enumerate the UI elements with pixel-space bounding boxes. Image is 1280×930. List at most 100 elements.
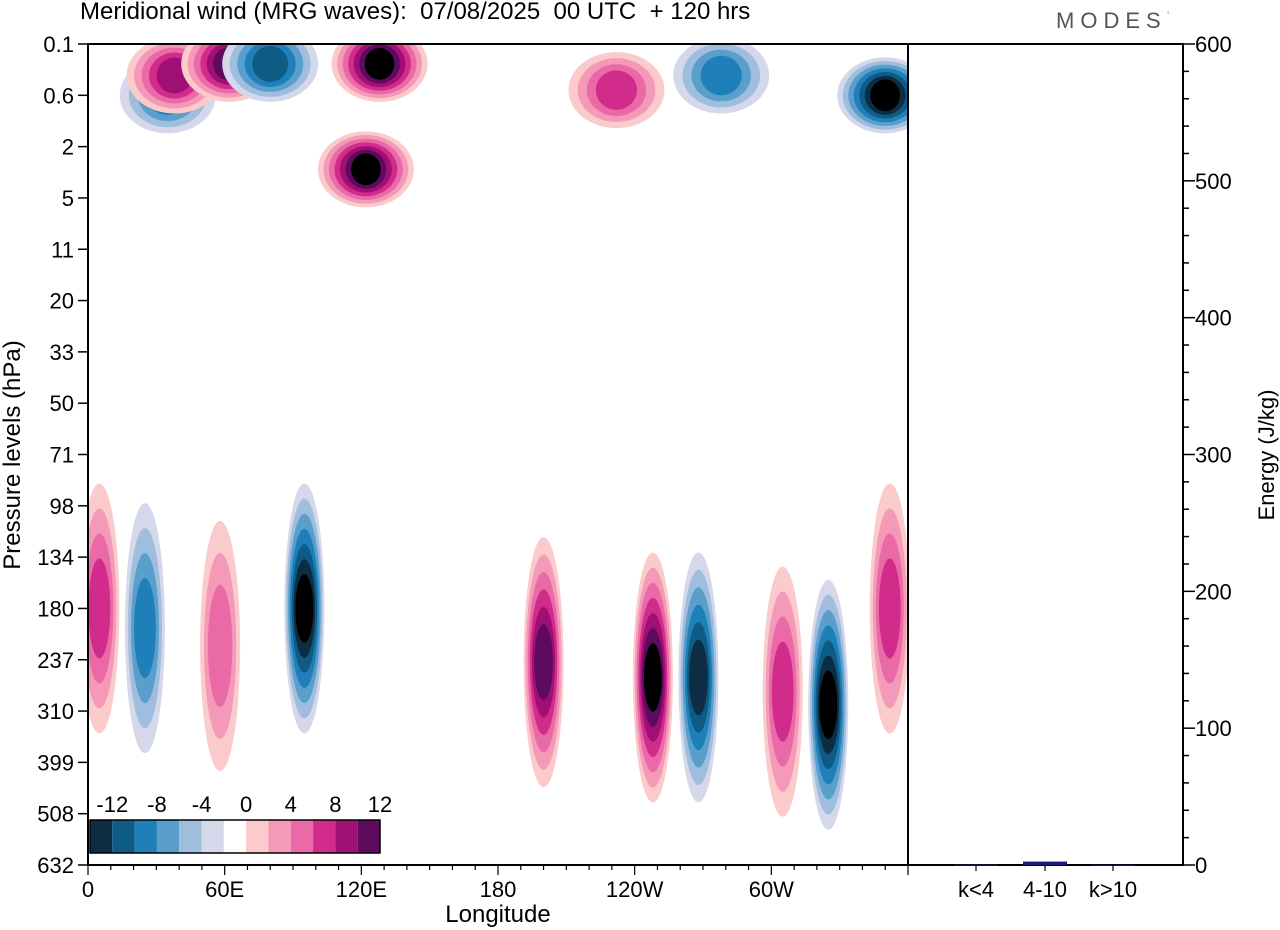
contour-band <box>207 584 233 707</box>
contour-band <box>771 641 794 742</box>
energy-tick-label: 500 <box>1195 169 1232 194</box>
colorbar-swatch <box>335 820 358 853</box>
colorbar-label: 8 <box>329 792 341 817</box>
y-tick-label: 33 <box>50 340 74 365</box>
colorbar-swatch <box>112 820 135 853</box>
southward-wind-cell <box>222 44 319 102</box>
contour-band <box>643 643 662 712</box>
colorbar-swatch <box>201 820 224 853</box>
contour-band <box>595 70 638 110</box>
y-tick-label: 5 <box>62 186 74 211</box>
northward-wind-cell <box>523 537 564 788</box>
southward-wind-cell <box>837 57 908 134</box>
y-tick-label: 11 <box>51 237 74 262</box>
contour-band <box>295 574 314 643</box>
colorbar-swatch <box>290 820 314 853</box>
colorbar-swatch <box>268 820 291 853</box>
longitude-axis: 0 60E 120E 180 120W 60W <box>82 865 909 902</box>
y-tick-label: 134 <box>37 545 74 570</box>
colorbar-swatch <box>246 820 269 853</box>
bar-panel-frame <box>907 43 1184 866</box>
energy-axis-label: Energy (J/kg) <box>1254 390 1279 521</box>
southward-wind-cell <box>678 552 719 803</box>
y-tick-label: 508 <box>37 802 74 827</box>
energy-tick-label: 300 <box>1195 443 1232 468</box>
colorbar-swatch <box>156 820 180 853</box>
contour-band <box>870 79 901 112</box>
y-tick-label: 237 <box>37 648 74 673</box>
colorbar-swatch <box>357 820 380 853</box>
y-tick-label: 180 <box>37 596 74 621</box>
y-tick-label: 399 <box>37 750 74 775</box>
energy-category-label: k>10 <box>1089 877 1137 902</box>
y-tick-label: 0.1 <box>43 32 74 57</box>
x-tick-label: 0 <box>82 877 94 902</box>
y-tick-label: 2 <box>62 135 74 160</box>
colorbar-swatch <box>134 820 157 853</box>
northward-wind-cell <box>317 131 414 208</box>
northward-wind-cell <box>568 52 665 129</box>
colorbar-label: -4 <box>192 792 212 817</box>
y-axis-label: Pressure levels (hPa) <box>0 340 26 569</box>
contour-band <box>689 639 708 716</box>
heatmap-field <box>88 44 908 865</box>
y-tick-label: 632 <box>37 853 74 878</box>
x-tick-label: 180 <box>480 877 517 902</box>
southward-wind-cell <box>808 579 849 830</box>
colorbar-label: 4 <box>285 792 297 817</box>
energy-tick-label: 100 <box>1195 716 1232 741</box>
energy-category-label: k<4 <box>958 877 994 902</box>
energy-tick-label: 600 <box>1195 32 1232 57</box>
colorbar: -12 -8 -4 0 4 8 12 <box>89 792 392 854</box>
contour-band <box>819 670 838 740</box>
x-tick-label: 60E <box>205 877 244 902</box>
contour-band <box>351 153 381 186</box>
energy-bar <box>1023 861 1067 865</box>
y-tick-label: 310 <box>37 699 74 724</box>
northward-wind-cell <box>88 483 120 734</box>
modes-logo: MODES◦ <box>1056 8 1170 34</box>
x-tick-label: 120W <box>606 877 664 902</box>
southward-wind-cell <box>284 483 325 734</box>
contour-band <box>700 55 742 96</box>
contour-band <box>364 47 395 80</box>
southward-wind-cell <box>124 503 165 754</box>
contour-band <box>534 624 553 701</box>
logo-mark: ◦ <box>1166 8 1170 17</box>
y-tick-label: 20 <box>50 289 74 314</box>
y-tick-label: 71 <box>50 443 74 468</box>
colorbar-swatch <box>223 820 247 853</box>
energy-tick-label: 400 <box>1195 306 1232 331</box>
energy-tick-label: 0 <box>1195 853 1207 878</box>
southward-wind-cell <box>673 44 770 114</box>
pressure-axis: 0.1 0.6 2 5 11 20 33 50 71 98 134 180 237 310 399 508 63… <box>37 32 88 878</box>
colorbar-label: -8 <box>147 792 167 817</box>
y-tick-label: 0.6 <box>43 83 74 108</box>
colorbar-swatch <box>313 820 336 853</box>
chart-title: Meridional wind (MRG waves): 07/08/2025 … <box>80 0 751 25</box>
contour-band <box>878 558 901 659</box>
contour-band <box>252 45 289 82</box>
northward-wind-cell <box>200 520 241 771</box>
x-axis-label: Longitude <box>445 901 550 928</box>
northward-wind-cell <box>762 566 803 817</box>
contour-band <box>88 558 111 659</box>
colorbar-label: -12 <box>96 792 128 817</box>
colorbar-label: 12 <box>368 792 392 817</box>
northward-wind-cell <box>869 483 908 734</box>
northward-wind-cell <box>331 44 428 102</box>
logo-text: MODES <box>1056 8 1167 33</box>
contour-band <box>134 578 156 679</box>
colorbar-frame <box>89 819 381 854</box>
x-tick-label: 60W <box>749 877 794 902</box>
energy-bar-panel: 0 100 200 300 400 500 600 k<4 4-10 k>10 <box>907 32 1232 902</box>
y-tick-label: 50 <box>50 391 74 416</box>
energy-category-label: 4-10 <box>1023 877 1067 902</box>
energy-tick-label: 200 <box>1195 579 1232 604</box>
northward-wind-cell <box>632 552 673 803</box>
colorbar-swatch <box>179 820 202 853</box>
colorbar-swatch <box>90 820 113 853</box>
x-tick-label: 120E <box>336 877 387 902</box>
y-tick-label: 98 <box>50 494 74 519</box>
